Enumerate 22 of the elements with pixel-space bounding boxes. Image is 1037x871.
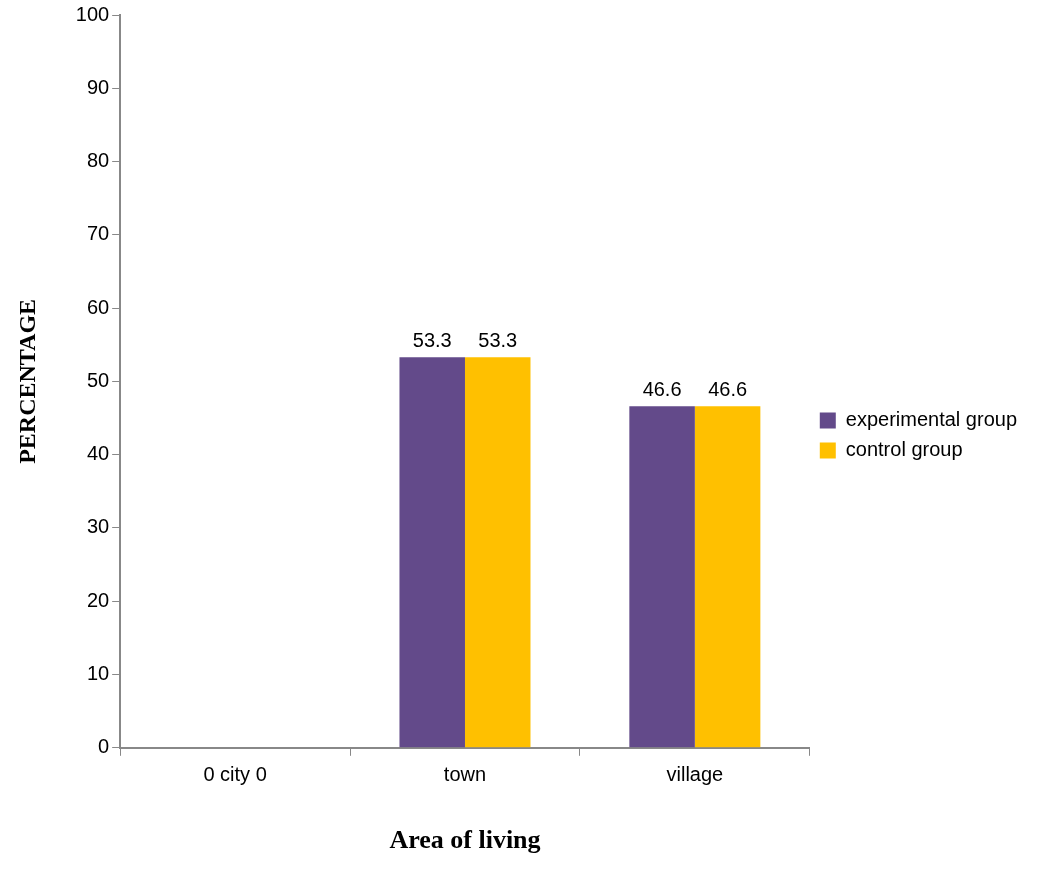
data-label: 46.6: [708, 377, 748, 400]
x-tick-label: town: [443, 763, 487, 786]
y-tick-label: 40: [86, 442, 110, 465]
data-label: 46.6: [642, 377, 682, 400]
data-label: 53.3: [478, 328, 518, 351]
y-tick-label: 20: [86, 588, 110, 611]
y-tick-label: 100: [75, 2, 110, 25]
x-axis-title: Area of living: [389, 825, 541, 855]
y-tick-label: 90: [86, 75, 110, 98]
y-tick-label: 30: [86, 515, 110, 538]
y-tick-label: 50: [86, 368, 110, 391]
data-label: 53.3: [412, 328, 452, 351]
x-tick-label: village: [666, 763, 724, 786]
legend-label: control group: [845, 438, 963, 461]
y-tick-label: 10: [86, 662, 110, 685]
legend-label: experimental group: [845, 408, 1018, 431]
y-tick-label: 80: [86, 149, 110, 172]
y-axis-title: PERCENTAGE: [13, 298, 40, 464]
y-tick-label: 70: [86, 222, 110, 245]
y-tick-label: 60: [86, 295, 110, 318]
y-tick-label: 0: [98, 735, 110, 758]
x-tick-label: 0 city 0: [203, 763, 267, 786]
